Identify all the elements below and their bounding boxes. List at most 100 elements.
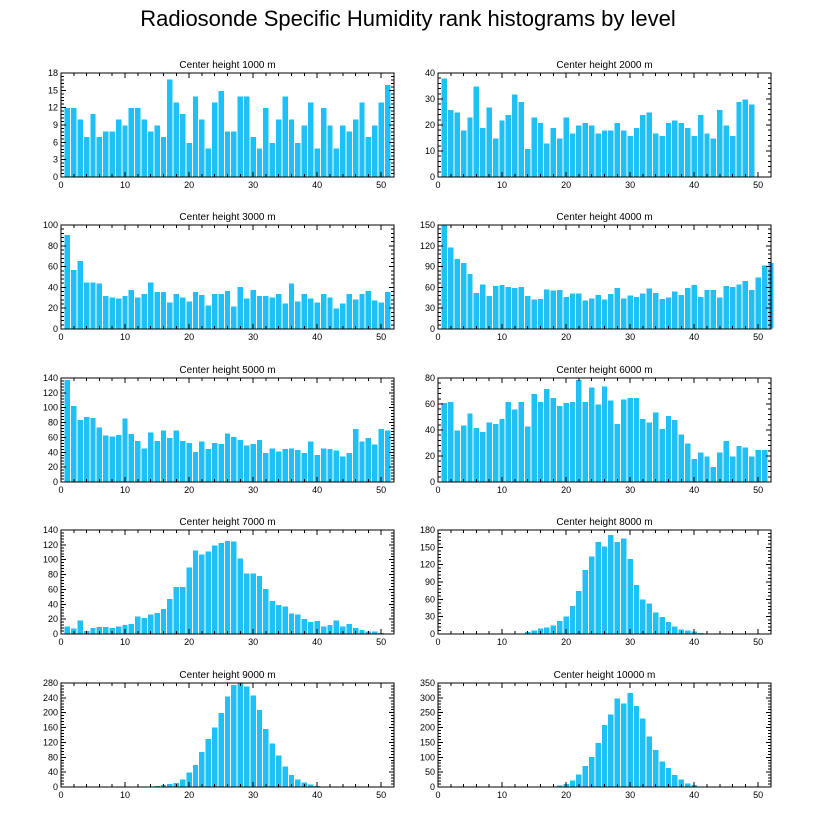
bar bbox=[677, 433, 686, 483]
bar bbox=[594, 741, 602, 788]
bar bbox=[294, 613, 302, 635]
bar bbox=[70, 404, 78, 483]
x-tick-label: 40 bbox=[689, 180, 699, 190]
panel-title: Center height 8000 m bbox=[556, 517, 652, 528]
y-tick-label: 6 bbox=[53, 137, 58, 147]
bar bbox=[491, 137, 500, 178]
bar bbox=[153, 291, 161, 330]
x-tick-label: 20 bbox=[561, 637, 571, 647]
x-tick-label: 50 bbox=[376, 637, 386, 647]
bar bbox=[217, 712, 225, 788]
bar bbox=[255, 295, 264, 330]
bar bbox=[600, 385, 609, 483]
bar bbox=[223, 290, 232, 330]
y-tick-label: 60 bbox=[425, 594, 435, 604]
y-tick-label: 50 bbox=[425, 767, 435, 777]
bar bbox=[632, 704, 641, 788]
bar bbox=[268, 742, 277, 788]
bar bbox=[523, 295, 532, 330]
bar bbox=[671, 625, 679, 635]
bar bbox=[498, 284, 506, 330]
bar bbox=[191, 451, 200, 483]
bar bbox=[684, 629, 692, 635]
bar bbox=[300, 124, 309, 178]
bar bbox=[166, 597, 174, 635]
bar bbox=[587, 386, 596, 483]
bar bbox=[664, 296, 673, 330]
bar bbox=[568, 292, 577, 330]
x-tick-label: 20 bbox=[184, 485, 194, 495]
x-tick-label: 30 bbox=[625, 332, 635, 342]
x-tick-label: 50 bbox=[753, 332, 763, 342]
x-tick-label: 0 bbox=[58, 485, 63, 495]
bar bbox=[217, 442, 225, 483]
x-tick-label: 10 bbox=[497, 180, 507, 190]
x-tick-label: 50 bbox=[376, 485, 386, 495]
bar bbox=[549, 397, 557, 483]
x-tick-label: 20 bbox=[184, 180, 194, 190]
x-tick-label: 20 bbox=[184, 332, 194, 342]
x-tick-label: 30 bbox=[248, 180, 258, 190]
x-tick-label: 0 bbox=[58, 790, 63, 800]
x-tick-label: 0 bbox=[435, 790, 440, 800]
bar bbox=[275, 118, 283, 178]
bar bbox=[626, 692, 634, 788]
y-tick-label: 200 bbox=[420, 723, 435, 733]
bar bbox=[447, 108, 455, 178]
x-tick-label: 20 bbox=[184, 637, 194, 647]
bar bbox=[626, 134, 634, 178]
y-tick-label: 20 bbox=[48, 462, 58, 472]
bar bbox=[326, 296, 334, 330]
bar bbox=[89, 416, 97, 483]
bar bbox=[620, 297, 628, 330]
bar bbox=[671, 119, 679, 178]
bar bbox=[191, 549, 200, 635]
y-tick-label: 350 bbox=[420, 678, 435, 688]
y-tick-label: 150 bbox=[420, 737, 435, 747]
x-tick-label: 40 bbox=[689, 332, 699, 342]
bar bbox=[459, 261, 468, 330]
bar bbox=[307, 297, 315, 330]
bar bbox=[607, 534, 615, 635]
bar bbox=[377, 428, 385, 483]
bar bbox=[307, 101, 315, 178]
histogram-panel-7: Center height 7000 m 0 10 20 30 40 50 0 20 40 60 80… bbox=[43, 517, 395, 647]
y-tick-label: 20 bbox=[425, 120, 435, 130]
y-tick-label: 90 bbox=[425, 577, 435, 587]
x-tick-label: 10 bbox=[120, 332, 130, 342]
bar bbox=[645, 111, 654, 178]
y-tick-label: 60 bbox=[48, 432, 58, 442]
y-tick-label: 100 bbox=[43, 555, 58, 565]
x-tick-label: 10 bbox=[497, 332, 507, 342]
bar bbox=[523, 147, 532, 178]
bar bbox=[332, 449, 341, 483]
bar bbox=[371, 124, 379, 178]
x-tick-label: 0 bbox=[435, 180, 440, 190]
bar bbox=[268, 600, 277, 635]
bar bbox=[236, 285, 245, 330]
bar bbox=[210, 544, 219, 635]
bar bbox=[236, 682, 245, 788]
bar bbox=[262, 107, 270, 178]
bar bbox=[82, 416, 91, 483]
y-tick-label: 160 bbox=[43, 723, 58, 733]
bar bbox=[677, 293, 686, 330]
bar bbox=[677, 121, 686, 178]
histogram-panel-3: Center height 3000 m 0 10 20 30 40 50 0 20 40 60 80… bbox=[43, 212, 395, 342]
bar bbox=[626, 557, 634, 635]
bar bbox=[210, 293, 219, 330]
bar bbox=[140, 293, 148, 330]
bar bbox=[300, 293, 309, 330]
bar bbox=[140, 617, 148, 635]
bar bbox=[594, 541, 602, 635]
bar bbox=[568, 400, 577, 483]
bar bbox=[568, 605, 577, 635]
bar bbox=[159, 291, 168, 330]
bar bbox=[511, 93, 519, 178]
histogram-panel-4: Center height 4000 m 0 10 20 30 40 50 0 30 60 90 12… bbox=[420, 212, 775, 342]
bar bbox=[562, 116, 570, 178]
x-tick-label: 0 bbox=[58, 180, 63, 190]
bar bbox=[498, 119, 506, 178]
bar bbox=[198, 553, 206, 635]
bar bbox=[230, 683, 238, 788]
